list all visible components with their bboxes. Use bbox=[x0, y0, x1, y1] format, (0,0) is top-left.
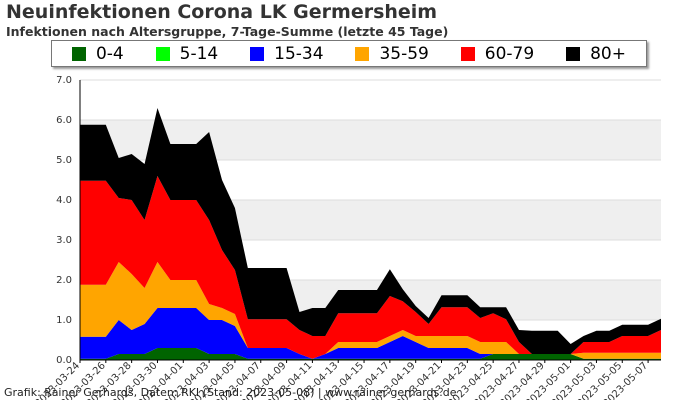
legend-label: 0-4 bbox=[95, 43, 124, 64]
y-tick-label: 3.0 bbox=[56, 235, 72, 246]
chart-title: Neuinfektionen Corona LK Germersheim bbox=[6, 1, 438, 23]
legend-swatch bbox=[460, 46, 475, 61]
legend-item: 35-59 bbox=[355, 43, 429, 64]
chart-legend: 0-4 5-14 15-34 35-59 60-79 80+ bbox=[51, 40, 647, 67]
y-tick-label: 7.0 bbox=[56, 75, 72, 86]
legend-swatch bbox=[355, 46, 370, 61]
legend-label: 60-79 bbox=[484, 43, 535, 64]
legend-label: 15-34 bbox=[274, 43, 324, 64]
legend-item: 15-34 bbox=[250, 43, 324, 64]
series-area-15-34 bbox=[80, 308, 661, 359]
legend-item: 60-79 bbox=[460, 43, 535, 64]
series-area-80+ bbox=[80, 108, 661, 354]
legend-swatch bbox=[155, 46, 170, 61]
chart-subtitle: Infektionen nach Altersgruppe, 7-Tage-Su… bbox=[6, 24, 449, 39]
y-tick-label: 2.0 bbox=[56, 275, 72, 286]
legend-item: 5-14 bbox=[155, 43, 219, 64]
y-tick-label: 1.0 bbox=[56, 315, 72, 326]
source-credit: Grafik: Rainer Gerhards, Daten: RKI (Sta… bbox=[4, 386, 457, 399]
legend-label: 80+ bbox=[590, 43, 626, 64]
legend-label: 35-59 bbox=[379, 43, 429, 64]
legend-swatch bbox=[250, 46, 265, 61]
legend-label: 5-14 bbox=[179, 43, 219, 64]
y-tick-label: 5.0 bbox=[56, 155, 72, 166]
legend-item: 0-4 bbox=[71, 43, 124, 64]
y-tick-label: 0.0 bbox=[56, 355, 72, 366]
y-tick-label: 4.0 bbox=[56, 195, 72, 206]
series-area-0-4 bbox=[80, 348, 661, 360]
y-tick-label: 6.0 bbox=[56, 115, 72, 126]
legend-item: 80+ bbox=[566, 44, 626, 64]
legend-swatch bbox=[71, 46, 86, 61]
series-area-60-79 bbox=[80, 176, 661, 359]
legend-swatch bbox=[566, 46, 581, 61]
